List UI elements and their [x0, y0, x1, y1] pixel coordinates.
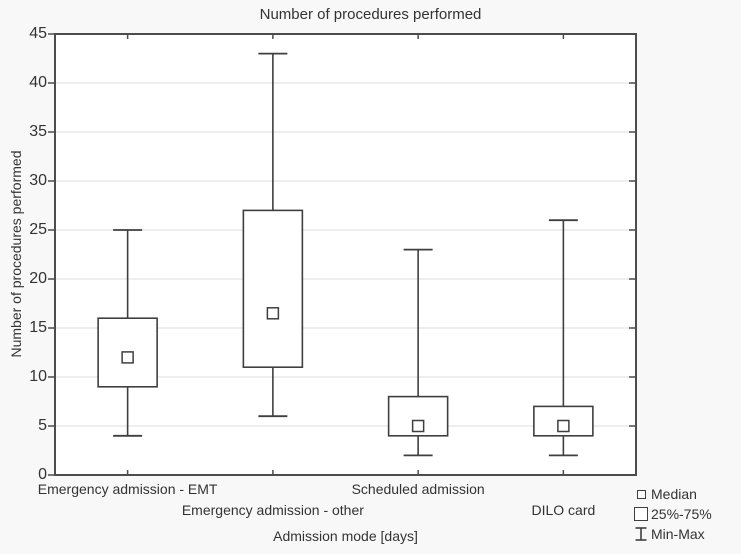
y-tick-label: 25 — [29, 221, 47, 238]
median-marker — [266, 307, 280, 320]
x-category-label: DILO card — [531, 502, 596, 518]
y-tick-label: 40 — [29, 74, 47, 91]
y-tick-label: 35 — [29, 123, 47, 140]
median-square-icon — [631, 489, 651, 499]
x-category-label: Emergency admission - EMT — [37, 481, 218, 497]
legend: Median 25%-75% Min-Max — [631, 484, 712, 544]
median-marker — [411, 419, 425, 433]
plot-background — [55, 34, 636, 475]
chart-title: Number of procedures performed — [259, 6, 482, 23]
y-tick-label: 5 — [38, 417, 47, 434]
legend-label-median: Median — [651, 486, 697, 502]
legend-item-minmax: Min-Max — [631, 524, 712, 544]
y-tick-label: 15 — [29, 319, 47, 336]
min-max-whisker-icon — [631, 526, 651, 542]
legend-item-median: Median — [631, 484, 712, 504]
legend-label-iqr: 25%-75% — [651, 506, 712, 522]
iqr-box-icon — [631, 507, 651, 521]
x-axis-title: Admission mode [days] — [273, 528, 418, 544]
y-tick-label: 10 — [29, 368, 47, 385]
x-category-label: Emergency admission - other — [181, 502, 364, 518]
legend-label-minmax: Min-Max — [651, 526, 705, 542]
y-tick-label: 0 — [38, 466, 47, 483]
x-category-label: Scheduled admission — [351, 481, 485, 497]
median-marker — [121, 351, 134, 364]
median-marker — [557, 419, 570, 433]
legend-item-iqr: 25%-75% — [631, 504, 712, 524]
iqr-box — [242, 209, 304, 368]
y-tick-label: 45 — [29, 25, 47, 42]
plot-frame — [54, 33, 637, 476]
y-tick-label: 20 — [29, 270, 47, 287]
y-tick-label: 30 — [29, 172, 47, 189]
